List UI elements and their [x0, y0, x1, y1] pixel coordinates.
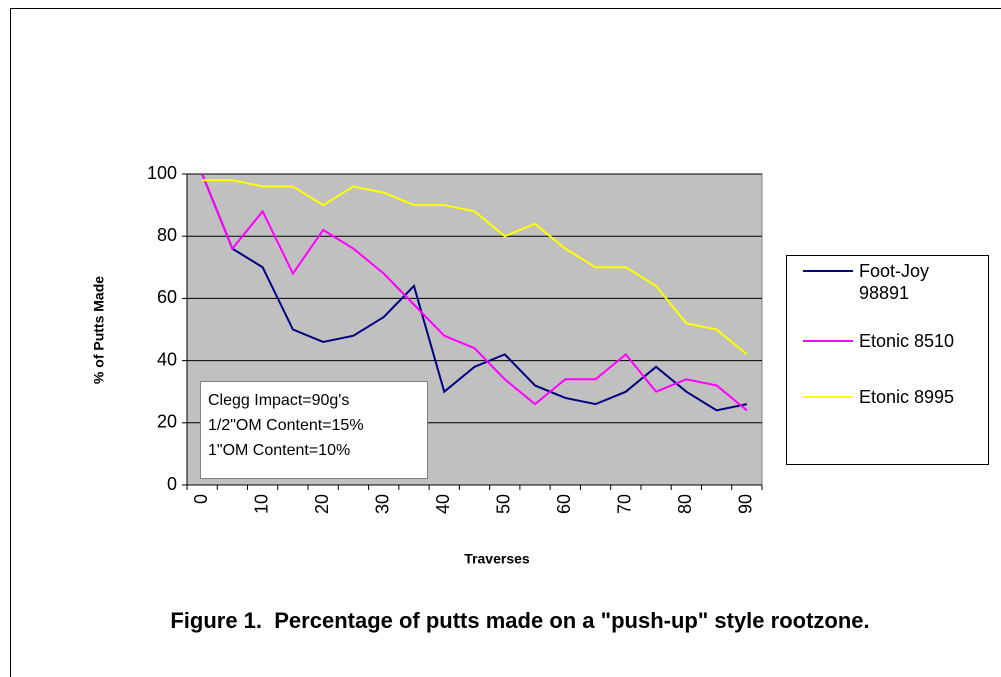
- x-tick-label: 30: [372, 494, 392, 514]
- legend-label: Foot-Joy 98891: [859, 261, 930, 303]
- x-axis-label: Traverses: [464, 551, 530, 567]
- legend-swatch: [803, 270, 853, 272]
- annotation: 1"OM Content=10%: [208, 442, 351, 459]
- x-tick-label: 60: [554, 494, 574, 514]
- annotation-box: Clegg Impact=90g's 1/2"OM Content=15% 1"OM…: [200, 381, 428, 479]
- y-tick-label: 0: [167, 474, 177, 494]
- y-tick-label: 100: [147, 163, 177, 183]
- legend-swatch: [803, 396, 853, 398]
- annotation: Clegg Impact=90g's: [208, 392, 350, 409]
- x-tick-label: 80: [675, 494, 695, 514]
- chart-title: Figure 1. Percentage of putts made on a …: [170, 608, 870, 633]
- y-tick-label: 40: [157, 349, 177, 369]
- series-line: [201, 173, 748, 412]
- y-tick-label: 80: [157, 225, 177, 245]
- legend-label: Etonic 8995: [859, 387, 955, 407]
- legend-swatch: [803, 340, 853, 342]
- legend: Foot-Joy 98891 Etonic 8510 Etonic 8995: [786, 255, 989, 465]
- legend-label: Etonic 8510: [859, 331, 955, 351]
- series-line: [201, 173, 748, 412]
- y-tick-label: 60: [157, 287, 177, 307]
- x-tick-label: 20: [312, 494, 332, 514]
- x-tick-label: 50: [494, 494, 514, 514]
- x-tick-label: 0: [191, 494, 211, 504]
- series-line: [202, 179, 748, 356]
- x-tick-label: 70: [615, 494, 635, 514]
- y-tick-label: 20: [157, 412, 177, 432]
- y-axis-label: % of Putts Made: [91, 276, 107, 384]
- annotation: 1/2"OM Content=15%: [208, 417, 364, 434]
- x-tick-label: 40: [433, 494, 453, 514]
- x-tick-label: 10: [251, 494, 271, 514]
- x-tick-label: 90: [736, 494, 756, 514]
